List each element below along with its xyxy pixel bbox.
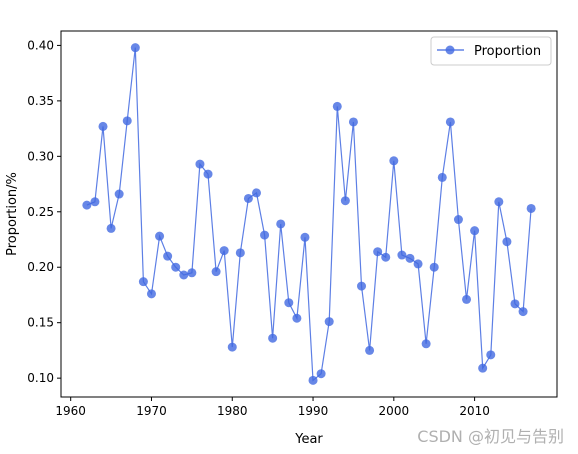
data-point bbox=[260, 230, 270, 240]
data-point bbox=[397, 250, 407, 260]
data-point bbox=[389, 156, 399, 166]
x-tick-label: 1980 bbox=[217, 404, 248, 418]
data-point bbox=[405, 253, 415, 263]
x-axis-label: Year bbox=[294, 432, 323, 447]
data-point bbox=[219, 246, 229, 256]
data-point bbox=[90, 197, 100, 207]
data-point bbox=[526, 203, 536, 213]
data-point bbox=[357, 281, 367, 291]
plot-area bbox=[60, 30, 558, 398]
data-point bbox=[284, 298, 294, 308]
data-point bbox=[163, 251, 173, 261]
data-point bbox=[445, 117, 455, 127]
data-point bbox=[187, 268, 197, 278]
x-tick-label: 1960 bbox=[55, 404, 86, 418]
data-point bbox=[348, 117, 358, 127]
y-axis-label: Proportion/% bbox=[5, 172, 20, 256]
data-point bbox=[195, 159, 205, 169]
y-tick-label: 0.30 bbox=[27, 149, 54, 163]
data-point bbox=[155, 231, 165, 241]
x-tick-label: 2010 bbox=[459, 404, 490, 418]
legend: Proportion bbox=[430, 36, 552, 66]
x-tick-label: 2000 bbox=[379, 404, 410, 418]
data-point bbox=[486, 350, 496, 360]
data-point bbox=[227, 342, 237, 352]
data-point bbox=[138, 277, 148, 287]
data-point bbox=[122, 116, 132, 126]
data-point bbox=[211, 267, 221, 277]
x-tick-label: 1990 bbox=[298, 404, 329, 418]
data-point bbox=[130, 43, 140, 53]
data-point bbox=[478, 363, 488, 373]
data-point bbox=[340, 196, 350, 206]
data-point bbox=[146, 289, 156, 299]
data-point bbox=[308, 375, 318, 385]
data-point bbox=[462, 294, 472, 304]
data-point bbox=[179, 270, 189, 280]
y-tick-label: 0.35 bbox=[27, 94, 54, 108]
legend-marker-swatch bbox=[445, 45, 455, 55]
data-point bbox=[251, 188, 261, 198]
y-tick-label: 0.10 bbox=[27, 371, 54, 385]
data-point bbox=[300, 232, 310, 242]
data-point bbox=[114, 189, 124, 199]
x-tick-label: 1970 bbox=[136, 404, 167, 418]
y-tick-label: 0.15 bbox=[27, 316, 54, 330]
data-point bbox=[292, 313, 302, 323]
data-point bbox=[276, 219, 286, 229]
y-tick-label: 0.20 bbox=[27, 260, 54, 274]
data-point bbox=[324, 317, 334, 327]
legend-box bbox=[430, 36, 552, 66]
data-point bbox=[106, 223, 116, 233]
data-point bbox=[98, 121, 108, 131]
data-point bbox=[453, 215, 463, 225]
y-axis-ticks: 0.10 0.15 0.20 0.25 0.30 0.35 0.40 bbox=[27, 38, 61, 385]
data-point bbox=[510, 299, 520, 309]
data-point bbox=[494, 197, 504, 207]
data-point bbox=[316, 369, 326, 379]
data-point bbox=[421, 339, 431, 349]
series-group bbox=[82, 43, 536, 385]
data-point bbox=[437, 172, 447, 182]
data-point bbox=[470, 226, 480, 236]
data-point bbox=[235, 248, 245, 258]
data-point bbox=[381, 252, 391, 262]
data-point bbox=[203, 169, 213, 179]
watermark: CSDN @初见与告别 bbox=[417, 427, 564, 446]
y-tick-label: 0.25 bbox=[27, 205, 54, 219]
legend-label-proportion: Proportion bbox=[474, 44, 541, 59]
data-point bbox=[373, 247, 383, 257]
data-point bbox=[268, 333, 278, 343]
data-point bbox=[332, 101, 342, 111]
data-point bbox=[502, 237, 512, 247]
data-point bbox=[429, 262, 439, 272]
data-point bbox=[518, 307, 528, 317]
x-axis-ticks: 1960 1970 1980 1990 2000 2010 bbox=[55, 397, 490, 418]
data-point bbox=[243, 193, 253, 203]
data-point bbox=[413, 259, 423, 269]
data-point bbox=[82, 200, 92, 210]
data-point bbox=[171, 262, 181, 272]
data-point bbox=[365, 345, 375, 355]
y-tick-label: 0.40 bbox=[27, 38, 54, 52]
